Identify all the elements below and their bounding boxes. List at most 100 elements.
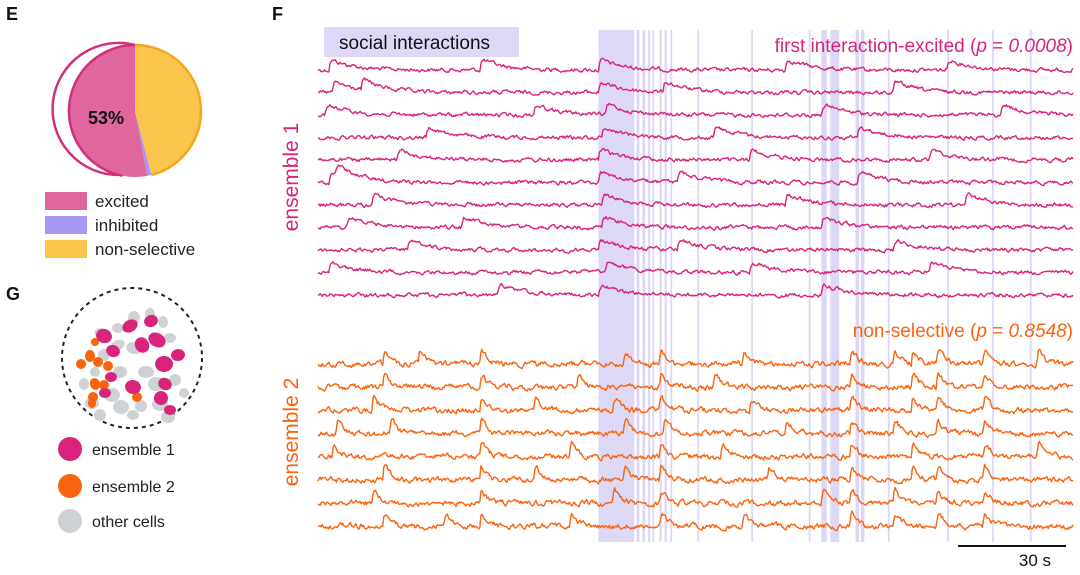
interaction-band — [855, 30, 860, 542]
interaction-band — [598, 30, 615, 542]
ensemble-1-cell — [171, 348, 185, 362]
ensemble-1-cell — [96, 328, 112, 344]
ensemble-1-trace-7 — [317, 192, 1074, 209]
ensemble-1-trace-5 — [317, 147, 1074, 164]
other-cell — [112, 323, 124, 333]
ensemble-1-cell — [154, 391, 168, 405]
interaction-shading — [598, 30, 1032, 542]
pie-slice-inhibited — [135, 111, 152, 176]
legend-label-excited: excited — [95, 192, 149, 211]
ensemble-2-traces — [317, 348, 1074, 532]
interaction-band — [648, 30, 651, 542]
interaction-band — [697, 30, 700, 542]
pie-chart — [51, 41, 203, 179]
other-cell — [158, 316, 168, 328]
legend-dot-ensemble-1 — [58, 437, 82, 461]
time-scale-bar-label: 30 s — [1019, 551, 1051, 570]
ensemble-2-trace-7 — [317, 486, 1074, 508]
ensemble-2-trace-3 — [317, 394, 1074, 415]
pie-percent-label: 53% — [88, 108, 124, 128]
legend-label-inhibited: inhibited — [95, 216, 158, 235]
interaction-band — [642, 30, 646, 542]
social-interactions-label: social interactions — [339, 33, 490, 54]
interaction-band — [821, 30, 827, 542]
ensemble-1-trace-8 — [317, 216, 1074, 231]
interaction-band — [652, 30, 655, 542]
ensemble-1-cell — [125, 379, 141, 395]
cell-map — [61, 287, 203, 429]
pie-slice-excited — [69, 45, 148, 177]
ensemble-2-trace-6 — [317, 463, 1074, 485]
ensemble-1-trace-9 — [317, 239, 1074, 254]
other-cell — [169, 374, 181, 386]
ensemble-1-cell — [155, 356, 173, 372]
panel-label-g: G — [6, 284, 20, 304]
interaction-band — [670, 30, 673, 542]
ensemble-1-cell — [122, 319, 138, 333]
pie-outline-excited — [67, 43, 136, 178]
interaction-band — [751, 30, 754, 542]
ensemble-1-cell — [164, 405, 176, 415]
interaction-band — [636, 30, 640, 542]
ensemble-1-traces — [317, 57, 1074, 299]
ensemble-1-cell — [106, 344, 120, 358]
ensemble-1-cell — [144, 314, 158, 328]
ensemble-2-cell — [93, 357, 103, 367]
other-cell — [164, 333, 176, 343]
legend-label-ensemble-1: ensemble 1 — [92, 442, 175, 459]
ensemble-2-cell — [88, 398, 96, 408]
ensemble-2-cell — [99, 380, 109, 390]
ensemble-2-cell — [91, 338, 99, 346]
panel-label-e: E — [6, 4, 18, 24]
legend-label-other-cells: other cells — [92, 514, 165, 531]
ensemble-2-label: ensemble 2 — [280, 378, 303, 487]
ensemble-2-cell — [132, 392, 142, 402]
interaction-band — [659, 30, 662, 542]
ensemble-2-cell — [76, 359, 86, 369]
ensemble-1-trace-10 — [317, 261, 1074, 276]
ensemble-2-cell — [103, 361, 113, 371]
pie-legend: excited inhibited non-selective — [45, 192, 195, 259]
interaction-band — [860, 30, 865, 542]
field-of-view-circle — [61, 287, 203, 429]
other-cell — [113, 400, 129, 414]
ensemble-1-cell — [148, 332, 166, 348]
legend-label-non-selective: non-selective — [95, 240, 195, 259]
other-cell — [179, 388, 189, 398]
other-cell — [135, 400, 147, 412]
ensemble-1-trace-1 — [317, 57, 1074, 74]
ensemble-1-trace-3 — [317, 102, 1074, 119]
ensemble-1-annotation: first interaction-excited (p = 0.0008) — [775, 36, 1073, 57]
cell-legend: ensemble 1 ensemble 2 other cells — [58, 437, 175, 533]
interaction-band — [887, 30, 890, 542]
other-cell — [79, 378, 89, 390]
ensemble-1-trace-11 — [317, 282, 1074, 299]
ensemble-2-cell — [89, 378, 101, 390]
interaction-band — [664, 30, 667, 542]
ensemble-2-annotation: non-selective (p = 0.8548) — [853, 321, 1073, 342]
other-cell — [90, 367, 100, 377]
interaction-band — [830, 30, 840, 542]
ensemble-2-cell — [85, 350, 95, 362]
ensemble-1-trace-4 — [317, 126, 1074, 141]
interaction-band — [992, 30, 994, 542]
cell-shapes — [76, 308, 189, 423]
interaction-band — [947, 30, 949, 542]
other-cell — [113, 366, 127, 378]
legend-dot-ensemble-2 — [58, 474, 82, 498]
ensemble-2-trace-4 — [317, 417, 1073, 438]
ensemble-1-trace-6 — [317, 164, 1073, 187]
social-interactions-key — [324, 27, 519, 57]
ensemble-2-trace-8 — [317, 510, 1074, 532]
interaction-band — [1029, 30, 1032, 542]
ensemble-2-trace-5 — [317, 440, 1074, 462]
other-cell — [94, 409, 106, 421]
pie-outline-excited-arc — [51, 41, 136, 177]
ensemble-1-cell — [105, 372, 117, 382]
ensemble-1-trace-2 — [318, 77, 1074, 97]
interaction-band — [808, 30, 811, 542]
ensemble-2-trace-2 — [317, 372, 1074, 392]
legend-label-ensemble-2: ensemble 2 — [92, 479, 175, 496]
pie-slice-non-selective — [135, 45, 201, 175]
ensemble-1-cell — [158, 377, 172, 391]
